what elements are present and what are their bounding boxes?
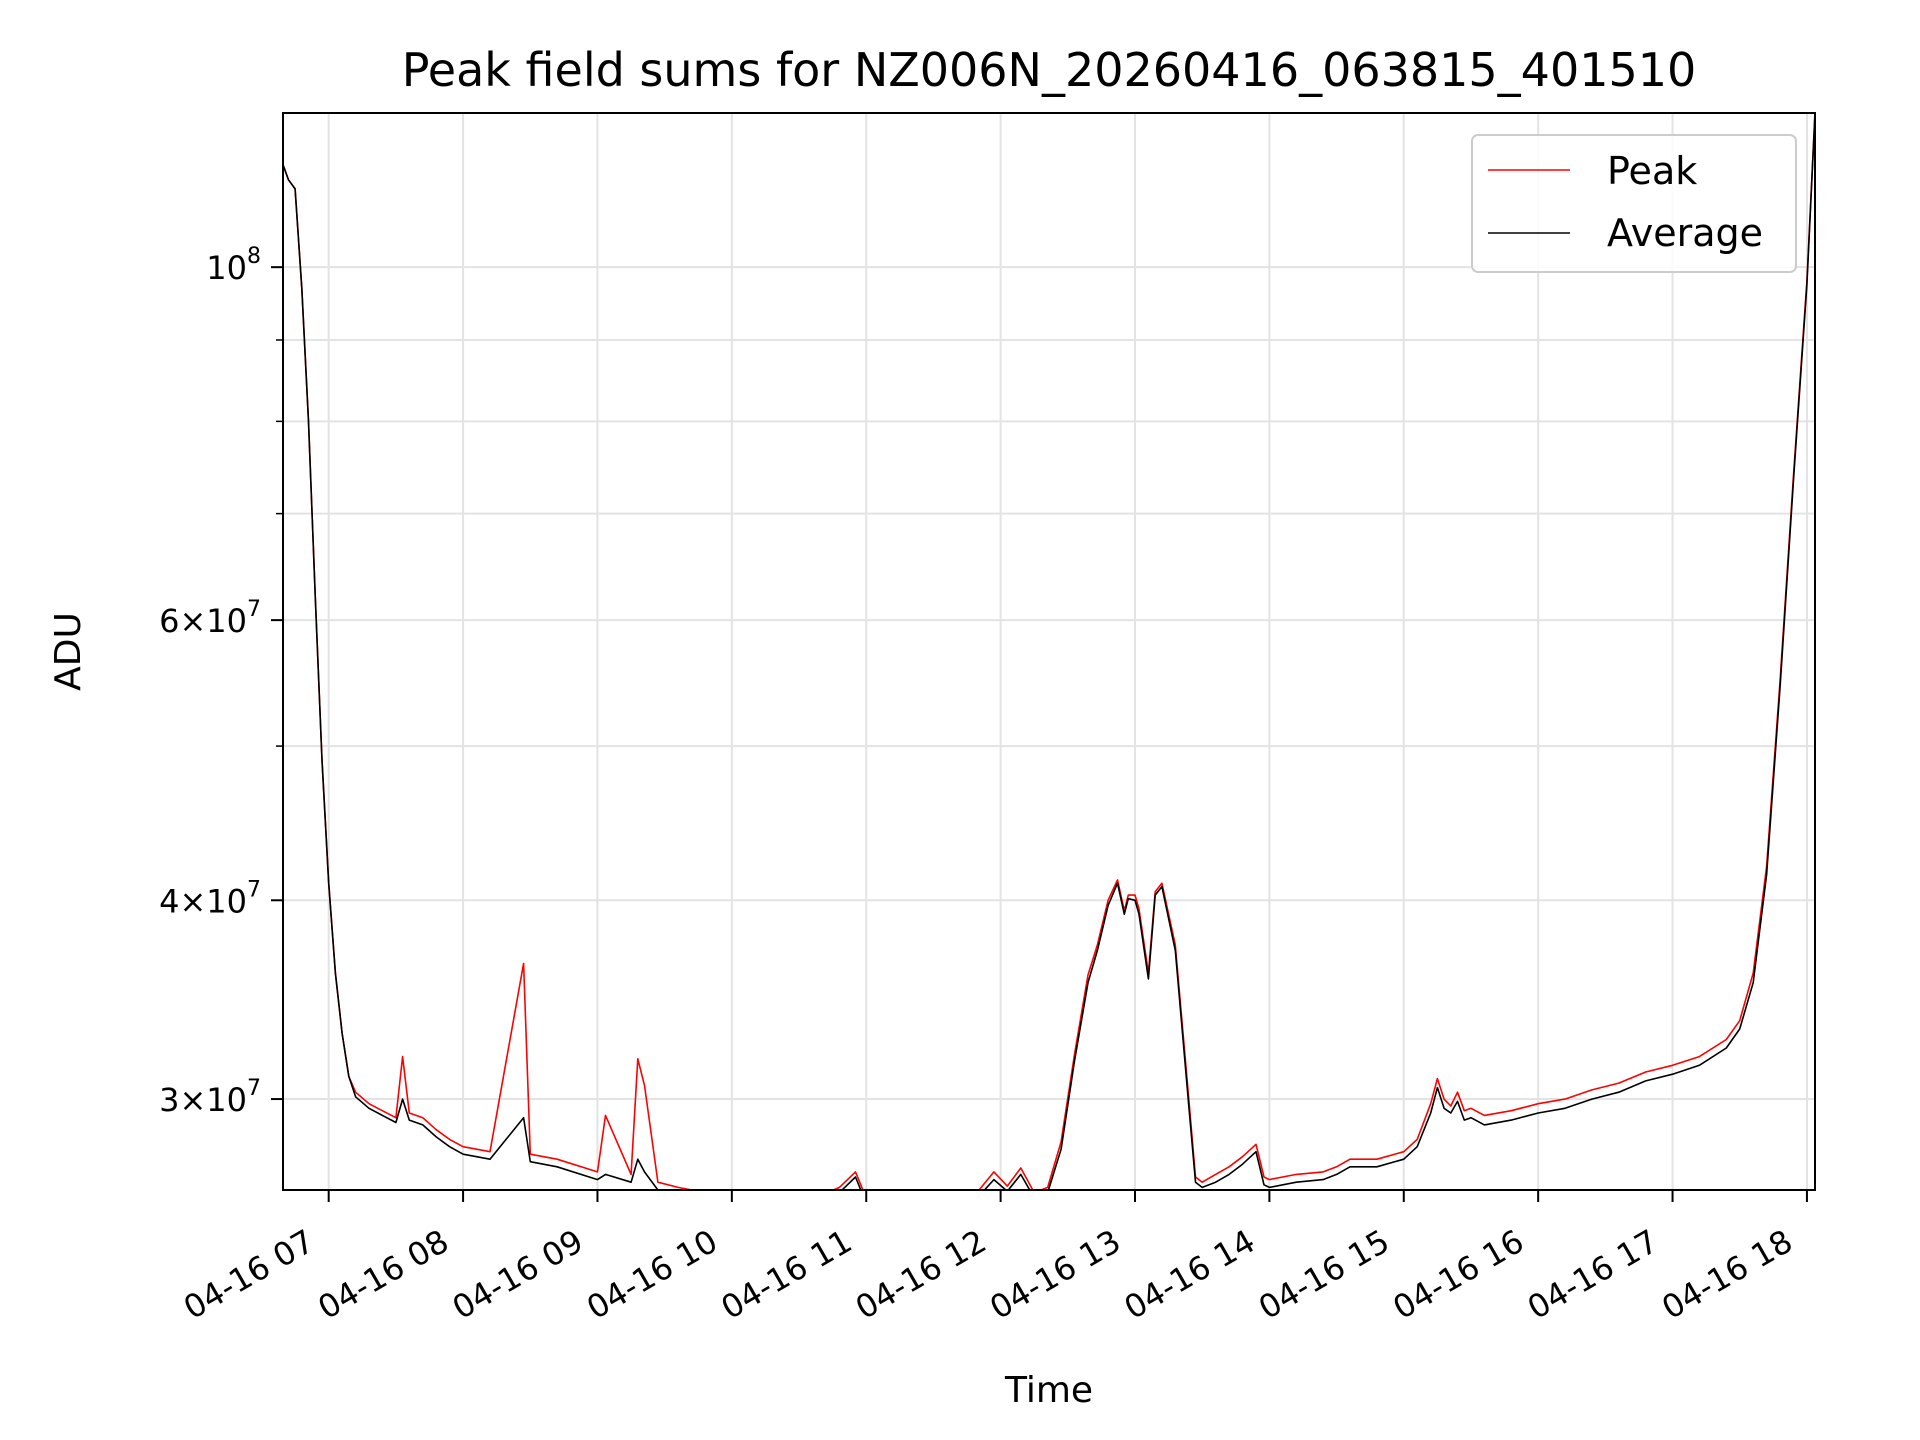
plot-frame [282, 112, 1816, 1191]
y-tick-label: 3×107 [159, 1076, 261, 1119]
legend-label-peak: Peak [1607, 149, 1697, 193]
y-axis-label: ADU [48, 612, 89, 691]
y-tick-exponent: 7 [247, 597, 261, 622]
y-tick-label: 6×107 [159, 597, 261, 640]
y-tick-base: 10 [206, 1081, 247, 1119]
y-tick-mantissa: 3 [159, 1081, 179, 1119]
y-tick-times: × [179, 882, 206, 920]
y-tick-base: 10 [206, 882, 247, 920]
legend: Peak Average [1471, 134, 1797, 273]
y-tick-base: 10 [206, 249, 247, 287]
y-tick-exponent: 7 [247, 877, 261, 902]
chart-title: Peak field sums for NZ006N_20260416_0638… [402, 43, 1697, 97]
series-layer [283, 113, 1815, 1190]
y-tick-label: 4×107 [159, 877, 261, 920]
series-line-average [283, 113, 1815, 1190]
y-tick-times: × [179, 602, 206, 640]
y-tick-exponent: 8 [247, 244, 261, 269]
series-line-peak [283, 113, 1815, 1190]
grid [283, 113, 1815, 1190]
y-tick-label: 108 [206, 244, 261, 287]
y-tick-mantissa: 4 [159, 882, 179, 920]
legend-label-average: Average [1607, 211, 1763, 255]
y-tick-mantissa: 6 [159, 602, 179, 640]
x-axis-label: Time [1004, 1370, 1093, 1411]
y-tick-exponent: 7 [247, 1076, 261, 1101]
y-tick-base: 10 [206, 602, 247, 640]
y-tick-times: × [179, 1081, 206, 1119]
